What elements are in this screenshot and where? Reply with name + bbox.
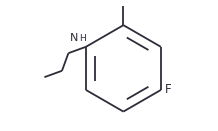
Text: F: F	[164, 83, 171, 97]
Text: H: H	[79, 34, 85, 43]
Text: N: N	[70, 33, 79, 43]
